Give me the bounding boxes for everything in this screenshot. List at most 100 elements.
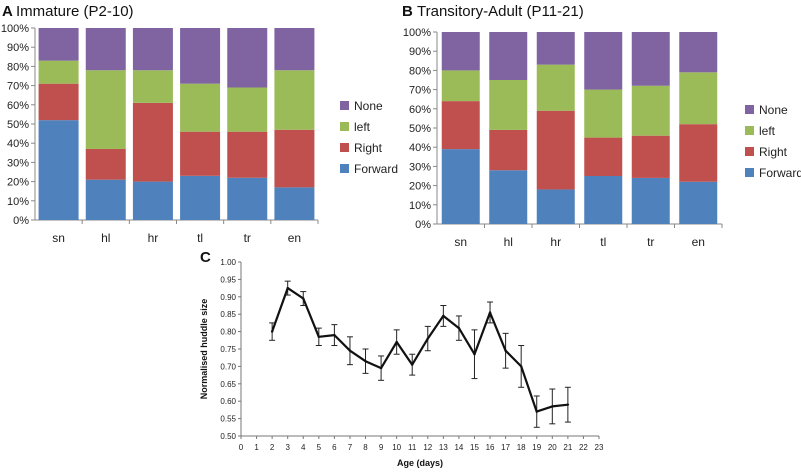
bar-segment-right-tl [584, 137, 623, 176]
legend-swatch-left [745, 126, 754, 135]
y-tick-label: 30% [7, 157, 29, 169]
y-tick-label: 0.85 [220, 310, 236, 319]
x-tick-label: 7 [348, 443, 353, 452]
x-tick-label: en [288, 231, 301, 245]
y-tick-label: 20% [7, 177, 29, 189]
x-tick-label: 10 [392, 443, 401, 452]
y-tick-label: 0.90 [220, 293, 236, 302]
bar-segment-right-sn [38, 83, 79, 121]
legend-label-left: left [354, 120, 371, 134]
x-tick-label: 21 [563, 443, 572, 452]
bar-segment-left-hr [132, 70, 173, 103]
bar-segment-forward-tr [631, 177, 670, 224]
x-tick-label: 23 [595, 443, 604, 452]
data-point [411, 363, 414, 366]
bar-segment-none-hl [85, 28, 126, 71]
x-tick-label: 4 [301, 443, 306, 452]
bar-segment-right-hr [536, 110, 575, 190]
x-tick-label: 15 [470, 443, 479, 452]
y-tick-label: 90% [409, 46, 431, 58]
x-tick-label: hl [504, 235, 513, 249]
y-tick-label: 0% [415, 219, 431, 231]
x-tick-label: hr [550, 235, 561, 249]
bar-segment-forward-en [679, 181, 718, 224]
y-tick-label: 60% [7, 100, 29, 112]
data-point [473, 353, 476, 356]
x-tick-label: tr [647, 235, 654, 249]
legend-swatch-none [340, 101, 349, 110]
bar-segment-none-sn [441, 32, 480, 71]
y-tick-label: 100% [403, 27, 431, 39]
panel-c-chart: 0.50 0.55 0.60 0.65 0.70 0.75 0.80 0.85 0.90 0.95… [199, 258, 604, 468]
panel-a-title: Immature (P2-10) [16, 3, 134, 20]
y-tick-label: 0.60 [220, 397, 236, 406]
x-axis-label: Age (days) [397, 458, 443, 468]
data-point [442, 314, 445, 318]
y-tick-label: 80% [409, 65, 431, 77]
x-tick-label: 6 [332, 443, 337, 452]
bar-segment-right-sn [441, 101, 480, 150]
data-point [535, 410, 538, 413]
legend-label-right: Right [354, 141, 383, 155]
legend-swatch-right [340, 143, 349, 152]
bar-segment-right-en [679, 124, 718, 182]
bar-segment-left-tr [227, 87, 268, 132]
legend-swatch-none [745, 105, 754, 114]
x-tick-label: hl [101, 231, 110, 245]
data-point [286, 286, 289, 290]
y-tick-label: 70% [409, 85, 431, 97]
data-point [364, 359, 367, 363]
data-point [333, 333, 336, 337]
bar-segment-none-en [274, 28, 315, 71]
y-tick-label: 0.80 [220, 328, 236, 337]
legend-label-none: None [354, 99, 383, 113]
bar-segment-left-hl [85, 70, 126, 149]
y-tick-label: 80% [7, 61, 29, 73]
x-tick-label: 3 [285, 443, 290, 452]
bar-segment-right-tr [227, 131, 268, 178]
legend-label-forward: Forward [354, 162, 398, 176]
bar-segment-left-tl [180, 83, 221, 132]
bar-segment-right-hr [132, 102, 173, 182]
y-tick-label: 50% [7, 119, 29, 131]
bar-segment-left-tl [584, 89, 623, 138]
panel-b-letter: B [402, 3, 413, 20]
bar-segment-right-tr [631, 135, 670, 178]
bar-segment-none-hl [489, 32, 528, 80]
x-tick-label: hr [148, 231, 159, 245]
x-tick-label: 17 [501, 443, 510, 452]
y-tick-label: 10% [7, 196, 29, 208]
x-tick-label: 22 [579, 443, 588, 452]
bar-segment-forward-tl [584, 176, 623, 224]
y-tick-label: 30% [409, 161, 431, 173]
bar-segment-forward-hl [85, 179, 126, 220]
y-axis-label: Normalised huddle size [199, 299, 209, 400]
data-point [395, 340, 398, 344]
x-tick-label: 18 [517, 443, 526, 452]
panel-a-chart: 0% 10% 20% 30% 40% 50% 60% 70% 80% 90% 100% sn hl hr t… [1, 23, 398, 245]
y-tick-label: 100% [1, 23, 29, 35]
x-tick-label: 11 [408, 443, 417, 452]
x-tick-label: sn [52, 231, 65, 245]
bar-segment-forward-en [274, 187, 315, 220]
bar-segment-left-sn [38, 60, 79, 84]
bar-segment-right-hl [489, 129, 528, 171]
y-tick-label: 40% [409, 142, 431, 154]
y-tick-label: 10% [409, 200, 431, 212]
bar-segment-forward-sn [38, 120, 79, 220]
y-tick-label: 0.95 [220, 275, 236, 284]
bar-segment-left-hr [536, 64, 575, 111]
x-tick-label: 16 [486, 443, 495, 452]
bar-segment-none-sn [38, 28, 79, 61]
bar-segment-none-tr [631, 32, 670, 86]
bar-segment-none-hr [132, 28, 173, 71]
bar-segment-none-en [679, 32, 718, 73]
bar-segment-forward-hr [132, 181, 173, 220]
y-tick-label: 0.65 [220, 380, 236, 389]
y-tick-label: 50% [409, 123, 431, 135]
y-tick-label: 0% [13, 215, 29, 227]
data-point [348, 349, 352, 352]
bar-segment-left-en [274, 70, 315, 130]
y-tick-label: 0.70 [220, 362, 236, 371]
data-point [488, 311, 492, 314]
